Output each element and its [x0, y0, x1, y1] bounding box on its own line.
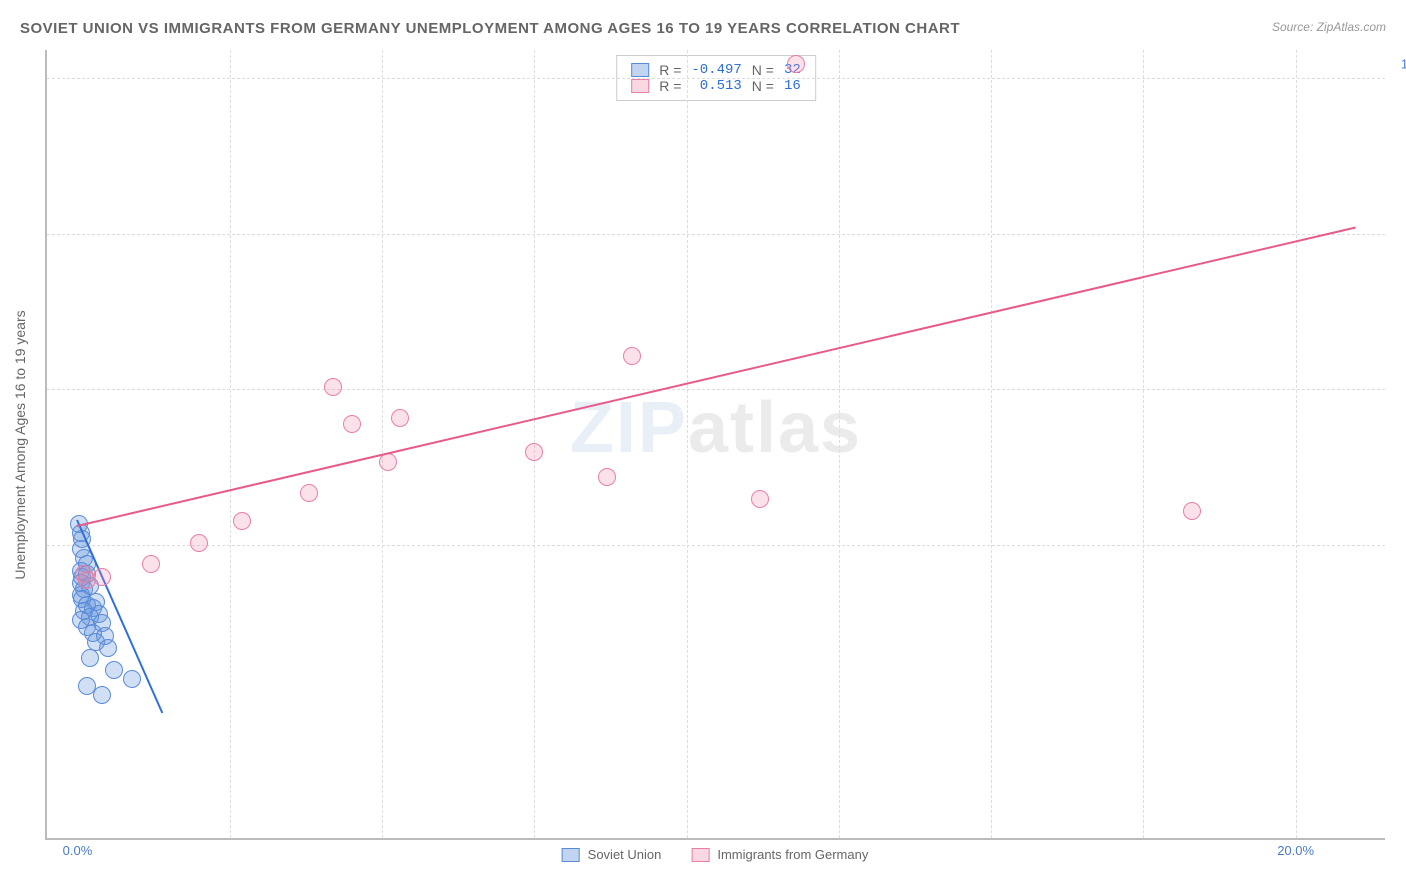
- legend-item-soviet: Soviet Union: [562, 847, 662, 862]
- swatch-blue-icon: [631, 63, 649, 77]
- legend-label-germany: Immigrants from Germany: [717, 847, 868, 862]
- gridline-h: [47, 78, 1385, 79]
- stats-row-germany: R = 0.513 N = 16: [631, 78, 801, 94]
- watermark-atlas: atlas: [688, 388, 862, 468]
- swatch-blue-icon: [562, 848, 580, 862]
- r-label: R =: [659, 62, 681, 78]
- bottom-legend: Soviet Union Immigrants from Germany: [562, 847, 869, 862]
- n-label: N =: [752, 62, 774, 78]
- gridline-h: [47, 545, 1385, 546]
- trend-line: [77, 226, 1357, 527]
- x-tick-label: 0.0%: [63, 843, 93, 858]
- n-value-germany: 16: [784, 78, 801, 94]
- watermark-zip: ZIP: [570, 388, 688, 468]
- r-value-germany: 0.513: [691, 78, 741, 94]
- data-point: [343, 415, 361, 433]
- data-point: [300, 484, 318, 502]
- gridline-v: [1296, 50, 1297, 838]
- n-label: N =: [752, 78, 774, 94]
- source-label: Source: ZipAtlas.com: [1272, 20, 1386, 34]
- data-point: [123, 670, 141, 688]
- data-point: [233, 512, 251, 530]
- data-point: [105, 661, 123, 679]
- y-tick-label: 100.0%: [1401, 57, 1406, 72]
- data-point: [525, 443, 543, 461]
- gridline-h: [47, 234, 1385, 235]
- data-point: [99, 639, 117, 657]
- data-point: [93, 568, 111, 586]
- chart-title: SOVIET UNION VS IMMIGRANTS FROM GERMANY …: [20, 20, 960, 37]
- swatch-pink-icon: [631, 79, 649, 93]
- data-point: [391, 409, 409, 427]
- data-point: [787, 55, 805, 73]
- gridline-v-minor: [1143, 50, 1144, 838]
- stats-row-soviet: R = -0.497 N = 32: [631, 62, 801, 78]
- data-point: [598, 468, 616, 486]
- gridline-v-minor: [230, 50, 231, 838]
- gridline-v-minor: [382, 50, 383, 838]
- y-axis-label: Unemployment Among Ages 16 to 19 years: [12, 310, 28, 579]
- data-point: [1183, 502, 1201, 520]
- legend-item-germany: Immigrants from Germany: [691, 847, 868, 862]
- data-point: [324, 378, 342, 396]
- x-tick-label: 20.0%: [1277, 843, 1314, 858]
- r-label: R =: [659, 78, 681, 94]
- gridline-v-minor: [991, 50, 992, 838]
- data-point: [142, 555, 160, 573]
- data-point: [93, 686, 111, 704]
- plot-region: ZIPatlas R = -0.497 N = 32 R = 0.513 N =…: [45, 50, 1385, 840]
- gridline-v-minor: [839, 50, 840, 838]
- gridline-h: [47, 389, 1385, 390]
- chart-area: Unemployment Among Ages 16 to 19 years Z…: [45, 50, 1385, 840]
- data-point: [623, 347, 641, 365]
- data-point: [751, 490, 769, 508]
- legend-label-soviet: Soviet Union: [588, 847, 662, 862]
- data-point: [190, 534, 208, 552]
- r-value-soviet: -0.497: [691, 62, 741, 78]
- gridline-v-minor: [687, 50, 688, 838]
- data-point: [81, 649, 99, 667]
- swatch-pink-icon: [691, 848, 709, 862]
